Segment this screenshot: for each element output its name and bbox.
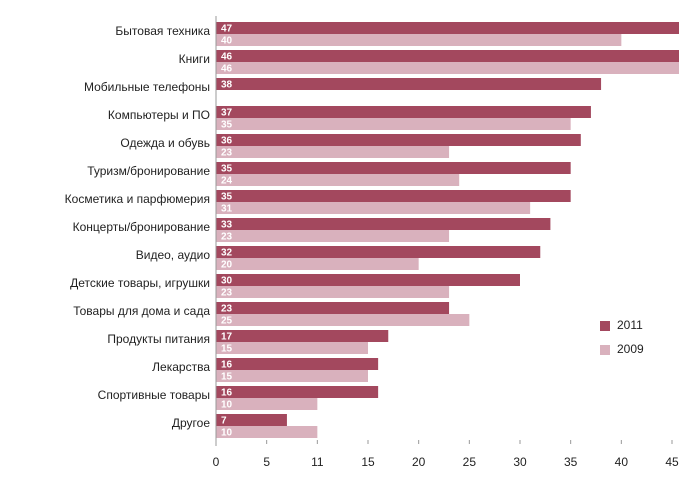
bar — [216, 34, 622, 46]
value-label: 38 — [221, 80, 233, 91]
value-label: 10 — [221, 400, 233, 411]
value-label: 23 — [221, 148, 233, 159]
bar — [216, 230, 450, 242]
bar — [216, 202, 531, 214]
value-label: 33 — [221, 220, 233, 231]
x-tick-label: 11 — [311, 455, 324, 469]
x-tick-label: 5 — [263, 455, 270, 469]
value-label: 25 — [221, 316, 233, 327]
category-label: Косметика и парфюмерия — [65, 192, 210, 206]
bar — [216, 258, 419, 270]
category-label: Книги — [179, 52, 210, 66]
bar — [216, 302, 450, 314]
bar — [216, 118, 571, 130]
value-label: 10 — [221, 428, 233, 439]
legend-swatch — [600, 345, 610, 355]
bar — [216, 398, 318, 410]
bar — [216, 162, 571, 174]
value-label: 17 — [221, 332, 233, 343]
value-label: 20 — [221, 260, 233, 271]
bar — [216, 386, 379, 398]
legend-swatch — [600, 321, 610, 331]
category-label: Туризм/бронирование — [87, 164, 210, 178]
category-label: Мобильные телефоны — [84, 80, 210, 94]
x-tick-label: 30 — [513, 455, 527, 469]
category-label: Спортивные товары — [98, 388, 210, 402]
value-label: 36 — [221, 136, 233, 147]
x-tick-label: 0 — [213, 455, 220, 469]
legend-label: 2011 — [617, 318, 643, 332]
value-label: 35 — [221, 120, 233, 131]
bar — [216, 342, 368, 354]
value-label: 46 — [221, 64, 233, 75]
bar — [216, 22, 679, 34]
bar — [216, 286, 450, 298]
value-label: 30 — [221, 276, 233, 287]
category-label: Концерты/бронирование — [73, 220, 211, 234]
value-label: 16 — [221, 388, 233, 399]
category-label: Одежда и обувь — [120, 136, 210, 150]
category-label: Лекарства — [152, 360, 210, 374]
category-label: Продукты питания — [107, 332, 210, 346]
value-label: 23 — [221, 288, 233, 299]
value-label: 47 — [221, 24, 233, 35]
x-tick-label: 40 — [615, 455, 629, 469]
bar — [216, 190, 571, 202]
value-label: 46 — [221, 52, 233, 63]
bar — [216, 78, 602, 90]
value-label: 37 — [221, 108, 233, 119]
bar — [216, 426, 318, 438]
x-tick-label: 15 — [361, 455, 375, 469]
value-label: 32 — [221, 248, 233, 259]
bar — [216, 106, 591, 118]
value-label: 23 — [221, 232, 233, 243]
bar — [216, 146, 450, 158]
category-label: Товары для дома и сада — [73, 304, 210, 318]
value-label: 24 — [221, 176, 233, 187]
value-label: 35 — [221, 192, 233, 203]
bar — [216, 370, 368, 382]
value-label: 40 — [221, 36, 233, 47]
bar — [216, 174, 460, 186]
bar — [216, 414, 287, 426]
value-label: 7 — [221, 416, 227, 427]
bar — [216, 62, 679, 74]
value-label: 23 — [221, 304, 233, 315]
bar — [216, 274, 520, 286]
bar — [216, 218, 551, 230]
bar — [216, 134, 581, 146]
value-label: 15 — [221, 372, 233, 383]
x-tick-label: 25 — [463, 455, 477, 469]
category-label: Детские товары, игрушки — [70, 276, 210, 290]
value-label: 15 — [221, 344, 233, 355]
category-label: Компьютеры и ПО — [108, 108, 210, 122]
value-label: 35 — [221, 164, 233, 175]
value-label: 31 — [221, 204, 233, 215]
category-label: Бытовая техника — [115, 24, 210, 38]
category-label: Видео, аудио — [136, 248, 211, 262]
x-tick-label: 45 — [665, 455, 679, 469]
category-label: Другое — [172, 416, 210, 430]
bar — [216, 358, 379, 370]
bar — [216, 246, 541, 258]
plot-area — [216, 22, 679, 438]
value-label: 16 — [221, 360, 233, 371]
x-tick-label: 35 — [564, 455, 578, 469]
bar — [216, 330, 389, 342]
bar — [216, 50, 679, 62]
legend-label: 2009 — [617, 342, 644, 356]
x-tick-label: 20 — [412, 455, 426, 469]
bar — [216, 314, 470, 326]
